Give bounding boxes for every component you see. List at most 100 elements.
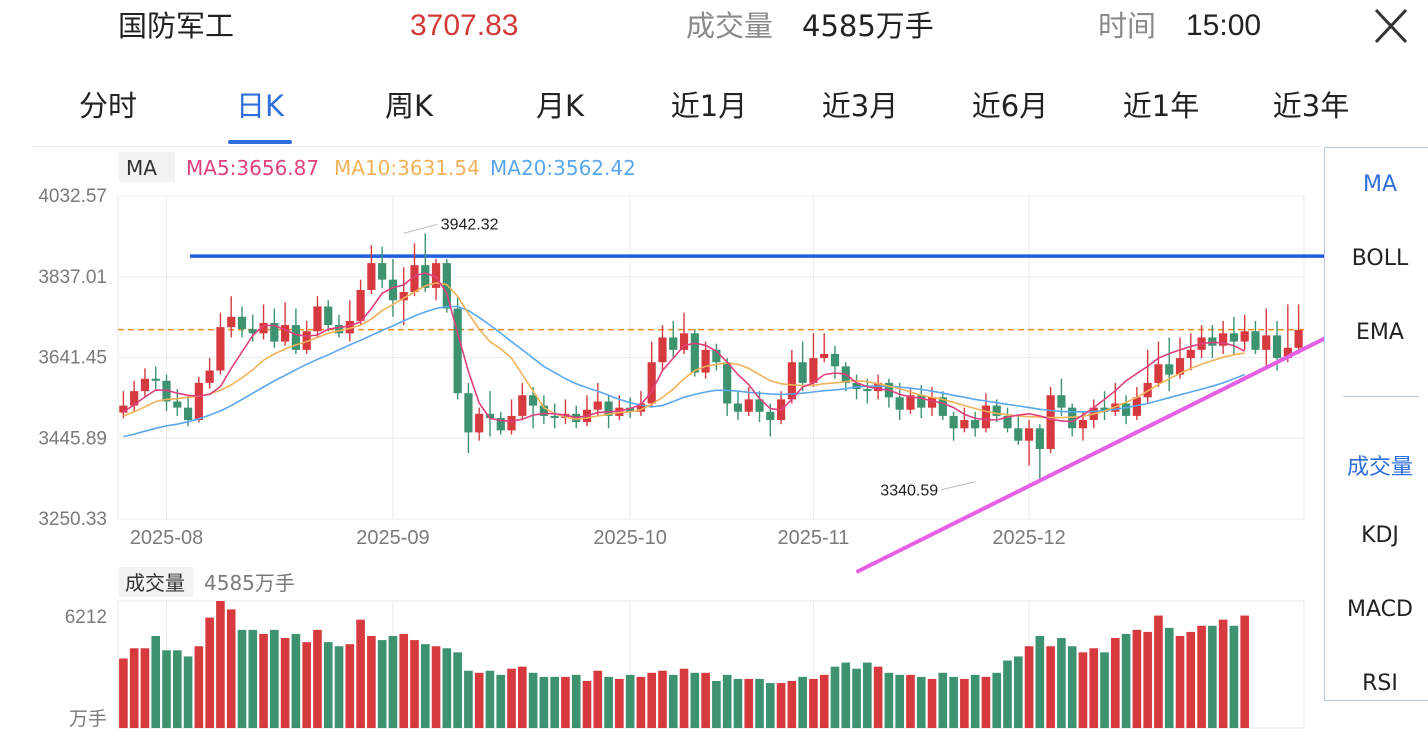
volume-bar	[981, 676, 991, 728]
volume-bar	[960, 678, 969, 728]
candle-body	[1078, 420, 1088, 429]
tab-3-months[interactable]: 近3月	[821, 89, 899, 123]
candle-body	[830, 353, 840, 367]
indicator-ema[interactable]: EMA	[1356, 320, 1404, 345]
volume-max-label: 6212	[65, 607, 107, 628]
volume-bar	[550, 676, 559, 728]
volume-bar	[949, 676, 958, 728]
volume-bar	[938, 672, 948, 728]
candle-body	[1014, 428, 1023, 441]
time-value: 15:00	[1186, 9, 1262, 42]
volume-bar	[647, 672, 657, 728]
ma-legend-box	[119, 152, 175, 182]
candle-body	[248, 329, 257, 334]
volume-bar	[518, 666, 527, 728]
volume-bar	[712, 680, 721, 728]
tab-1-month[interactable]: 近1月	[670, 89, 748, 123]
volume-bar	[1089, 648, 1099, 728]
volume-bar	[1143, 631, 1152, 728]
candle-body	[809, 358, 818, 383]
indicator-kdj[interactable]: KDJ	[1361, 523, 1399, 548]
volume-bar	[690, 672, 700, 728]
volume-bar	[140, 648, 150, 728]
candle-body	[1240, 331, 1249, 342]
indicator-rsi[interactable]: RSI	[1362, 671, 1398, 696]
volume-bar	[722, 674, 732, 728]
volume-bar	[658, 670, 667, 728]
candle-body	[1154, 364, 1163, 383]
candle-body	[1175, 358, 1185, 375]
volume-bar	[625, 674, 635, 728]
indicator-ma[interactable]: MA	[1362, 172, 1398, 197]
candle-body	[442, 263, 451, 309]
volume-bar	[162, 650, 171, 728]
candle-body	[593, 401, 602, 410]
price-tick-label: 3250.33	[38, 509, 107, 530]
active-tab-indicator	[228, 140, 292, 144]
volume-bar	[464, 670, 473, 728]
candle-body	[1208, 337, 1217, 346]
candle-body	[1165, 364, 1174, 375]
volume-bar	[1046, 646, 1055, 728]
volume-bar	[970, 674, 980, 728]
candle-body	[399, 292, 408, 301]
candle-body	[626, 407, 635, 412]
candle-body	[971, 420, 980, 429]
candle-body	[334, 325, 344, 334]
candle-body	[938, 397, 947, 416]
volume-bar	[248, 629, 258, 728]
volume-bar	[1240, 615, 1250, 728]
volume-bar	[291, 633, 301, 728]
candle-body	[1294, 330, 1303, 348]
tab-intraday[interactable]: 分时	[78, 89, 138, 123]
tab-weekly-k[interactable]: 周K	[384, 89, 434, 123]
volume-bar	[345, 644, 355, 728]
candle-body	[313, 306, 322, 332]
candle-body	[1035, 428, 1044, 449]
candle-body	[410, 265, 419, 293]
candle-body	[151, 378, 160, 381]
candle-body	[992, 405, 1001, 416]
tab-3-years[interactable]: 近3年	[1272, 89, 1350, 123]
candle-body	[1143, 382, 1152, 398]
tab-daily-k[interactable]: 日K	[235, 89, 285, 123]
volume-bar	[237, 629, 247, 728]
tab-1-year[interactable]: 近1年	[1122, 89, 1200, 123]
volume-bar	[1164, 627, 1174, 728]
candle-body	[723, 362, 732, 404]
tabs-divider	[32, 146, 1322, 147]
ma10-line	[123, 282, 1245, 421]
tab-6-months[interactable]: 近6月	[971, 89, 1049, 123]
close-button[interactable]	[1368, 6, 1414, 46]
tab-monthly-k[interactable]: 月K	[535, 89, 585, 123]
candle-body	[475, 413, 484, 433]
candle-body	[679, 333, 689, 350]
candle-body	[205, 370, 214, 383]
candle-body	[766, 411, 775, 421]
volume-bar	[399, 633, 409, 728]
date-tick-label: 2025-11	[777, 527, 849, 549]
volume-bar	[507, 668, 516, 728]
quote-header: 国防军工 3707.83 成交量 4585万手 时间 15:00	[0, 0, 1428, 54]
candle-body	[798, 362, 807, 383]
volume-bar	[701, 672, 710, 728]
volume-bar	[356, 619, 365, 728]
volume-bar	[1154, 615, 1163, 728]
index-name: 国防军工	[118, 9, 235, 43]
indicator-macd[interactable]: MACD	[1347, 597, 1413, 622]
volume-bar	[582, 680, 592, 728]
candle-body	[464, 393, 473, 433]
date-tick-label: 2025-10	[593, 527, 666, 549]
ma-legend-label: MA	[126, 156, 157, 180]
candle-body	[1122, 403, 1131, 416]
candle-body	[863, 389, 872, 392]
indicator-boll[interactable]: BOLL	[1351, 246, 1409, 271]
volume-bar	[863, 662, 872, 728]
indicator-volume[interactable]: 成交量	[1346, 455, 1413, 480]
volume-value: 4585万手	[802, 9, 934, 43]
candle-body	[733, 403, 743, 412]
index-price: 3707.83	[410, 9, 519, 42]
volume-bar	[226, 609, 236, 728]
low-price-label: 3340.59	[880, 483, 938, 500]
candle-body	[1272, 335, 1282, 359]
